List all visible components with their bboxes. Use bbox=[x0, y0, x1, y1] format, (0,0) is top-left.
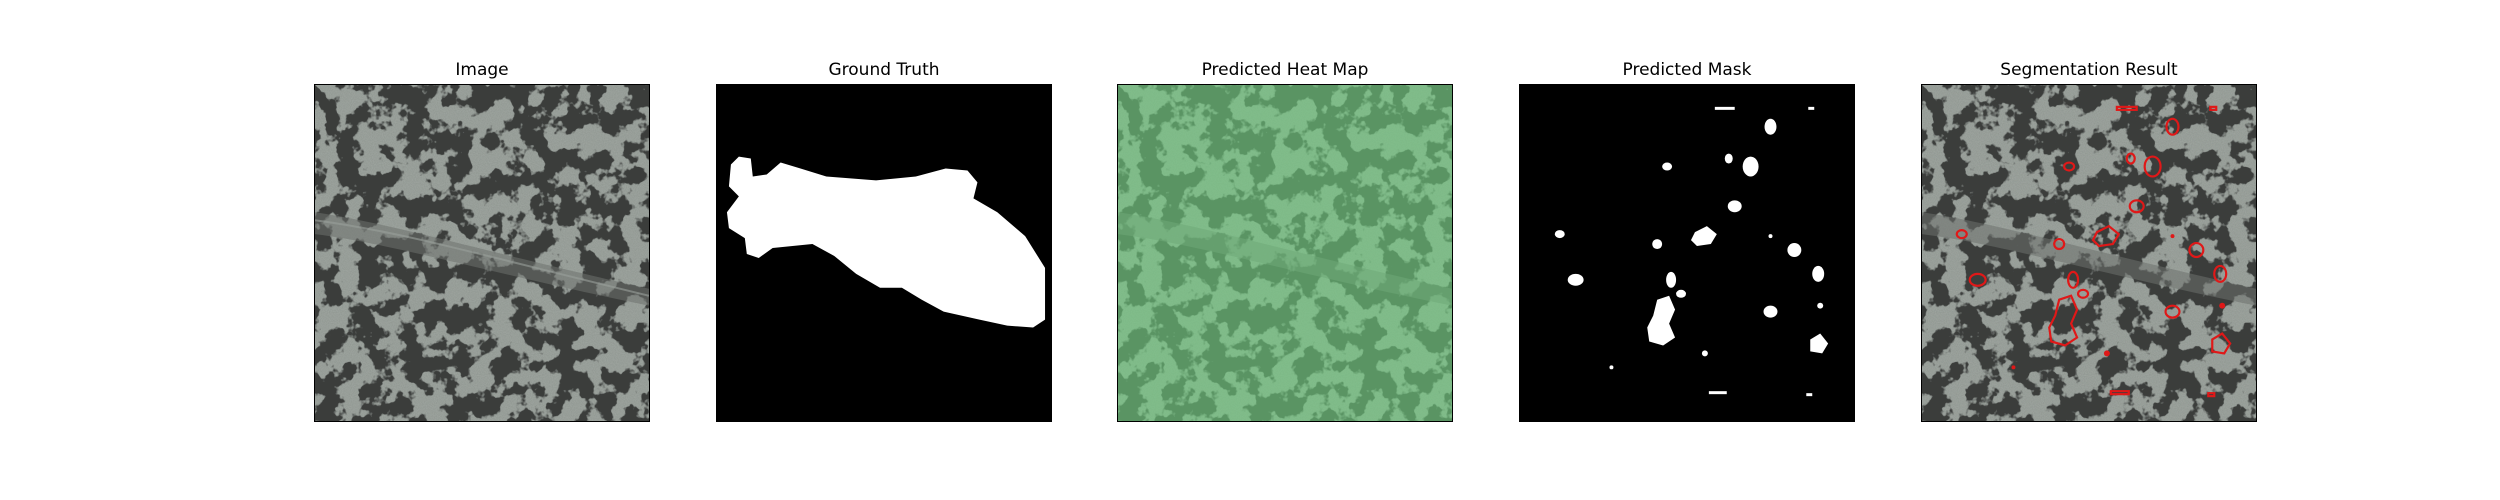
ground-truth-panel bbox=[716, 84, 1052, 422]
panel-title-segmentation-result: Segmentation Result bbox=[2000, 60, 2178, 80]
ground-truth-region bbox=[726, 156, 1046, 328]
image-panel bbox=[314, 84, 650, 422]
segmentation-contours bbox=[1955, 105, 2232, 398]
segmentation-result-image bbox=[1922, 85, 2256, 421]
predicted-mask-image bbox=[1520, 85, 1854, 421]
panel-title-predicted-heat-map: Predicted Heat Map bbox=[1201, 60, 1369, 80]
ground-truth-mask bbox=[717, 85, 1051, 421]
heat-map-image bbox=[1118, 85, 1452, 421]
panel-title-predicted-mask: Predicted Mask bbox=[1622, 60, 1752, 80]
predicted-blobs bbox=[1554, 106, 1829, 397]
panel-title-ground-truth: Ground Truth bbox=[828, 60, 940, 80]
aerial-image bbox=[315, 85, 649, 421]
heat-map-panel bbox=[1117, 84, 1453, 422]
segmentation-result-panel bbox=[1921, 84, 2257, 422]
panel-title-image: Image bbox=[455, 60, 509, 80]
segmentation-dots bbox=[2011, 234, 2226, 370]
predicted-mask-panel bbox=[1519, 84, 1855, 422]
